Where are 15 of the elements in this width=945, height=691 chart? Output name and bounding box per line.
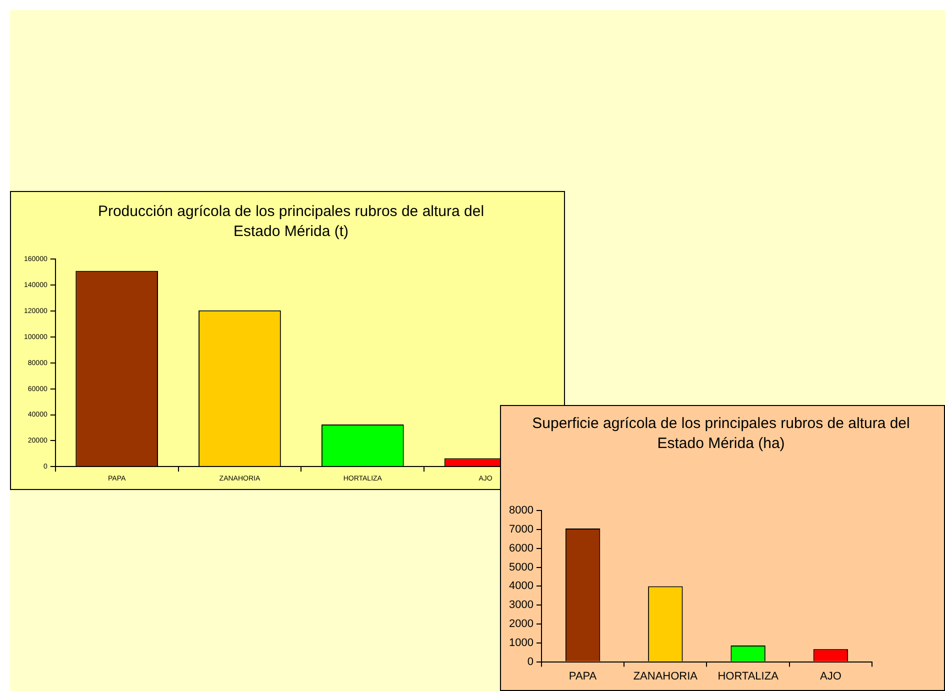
y-tick-label: 6000 — [508, 542, 534, 554]
x-tick-label: AJO — [820, 670, 842, 682]
y-tick-label: 3000 — [508, 599, 534, 612]
y-tick-label: 1000 — [508, 636, 534, 649]
y-tick-label: 0 — [527, 656, 534, 668]
x-tick-label: HORTALIZA — [718, 670, 780, 682]
y-tick-label: 7000 — [508, 524, 534, 536]
x-tick-label: ZANAHORIA — [633, 670, 698, 682]
y-tick-label: 8000 — [508, 504, 534, 517]
y-tick-label: 2000 — [508, 618, 534, 630]
y-tick-label: 4000 — [508, 580, 534, 592]
chart-title: Producción agrícola de los principales rubros de altura del Estado Mérida (t) — [96, 202, 486, 241]
chart-title: Superficie agrícola de los principales rubros de altura del Estado Mérida (ha) — [531, 414, 911, 453]
x-tick-label: PAPA — [568, 670, 598, 682]
y-tick-label: 5000 — [508, 561, 534, 574]
